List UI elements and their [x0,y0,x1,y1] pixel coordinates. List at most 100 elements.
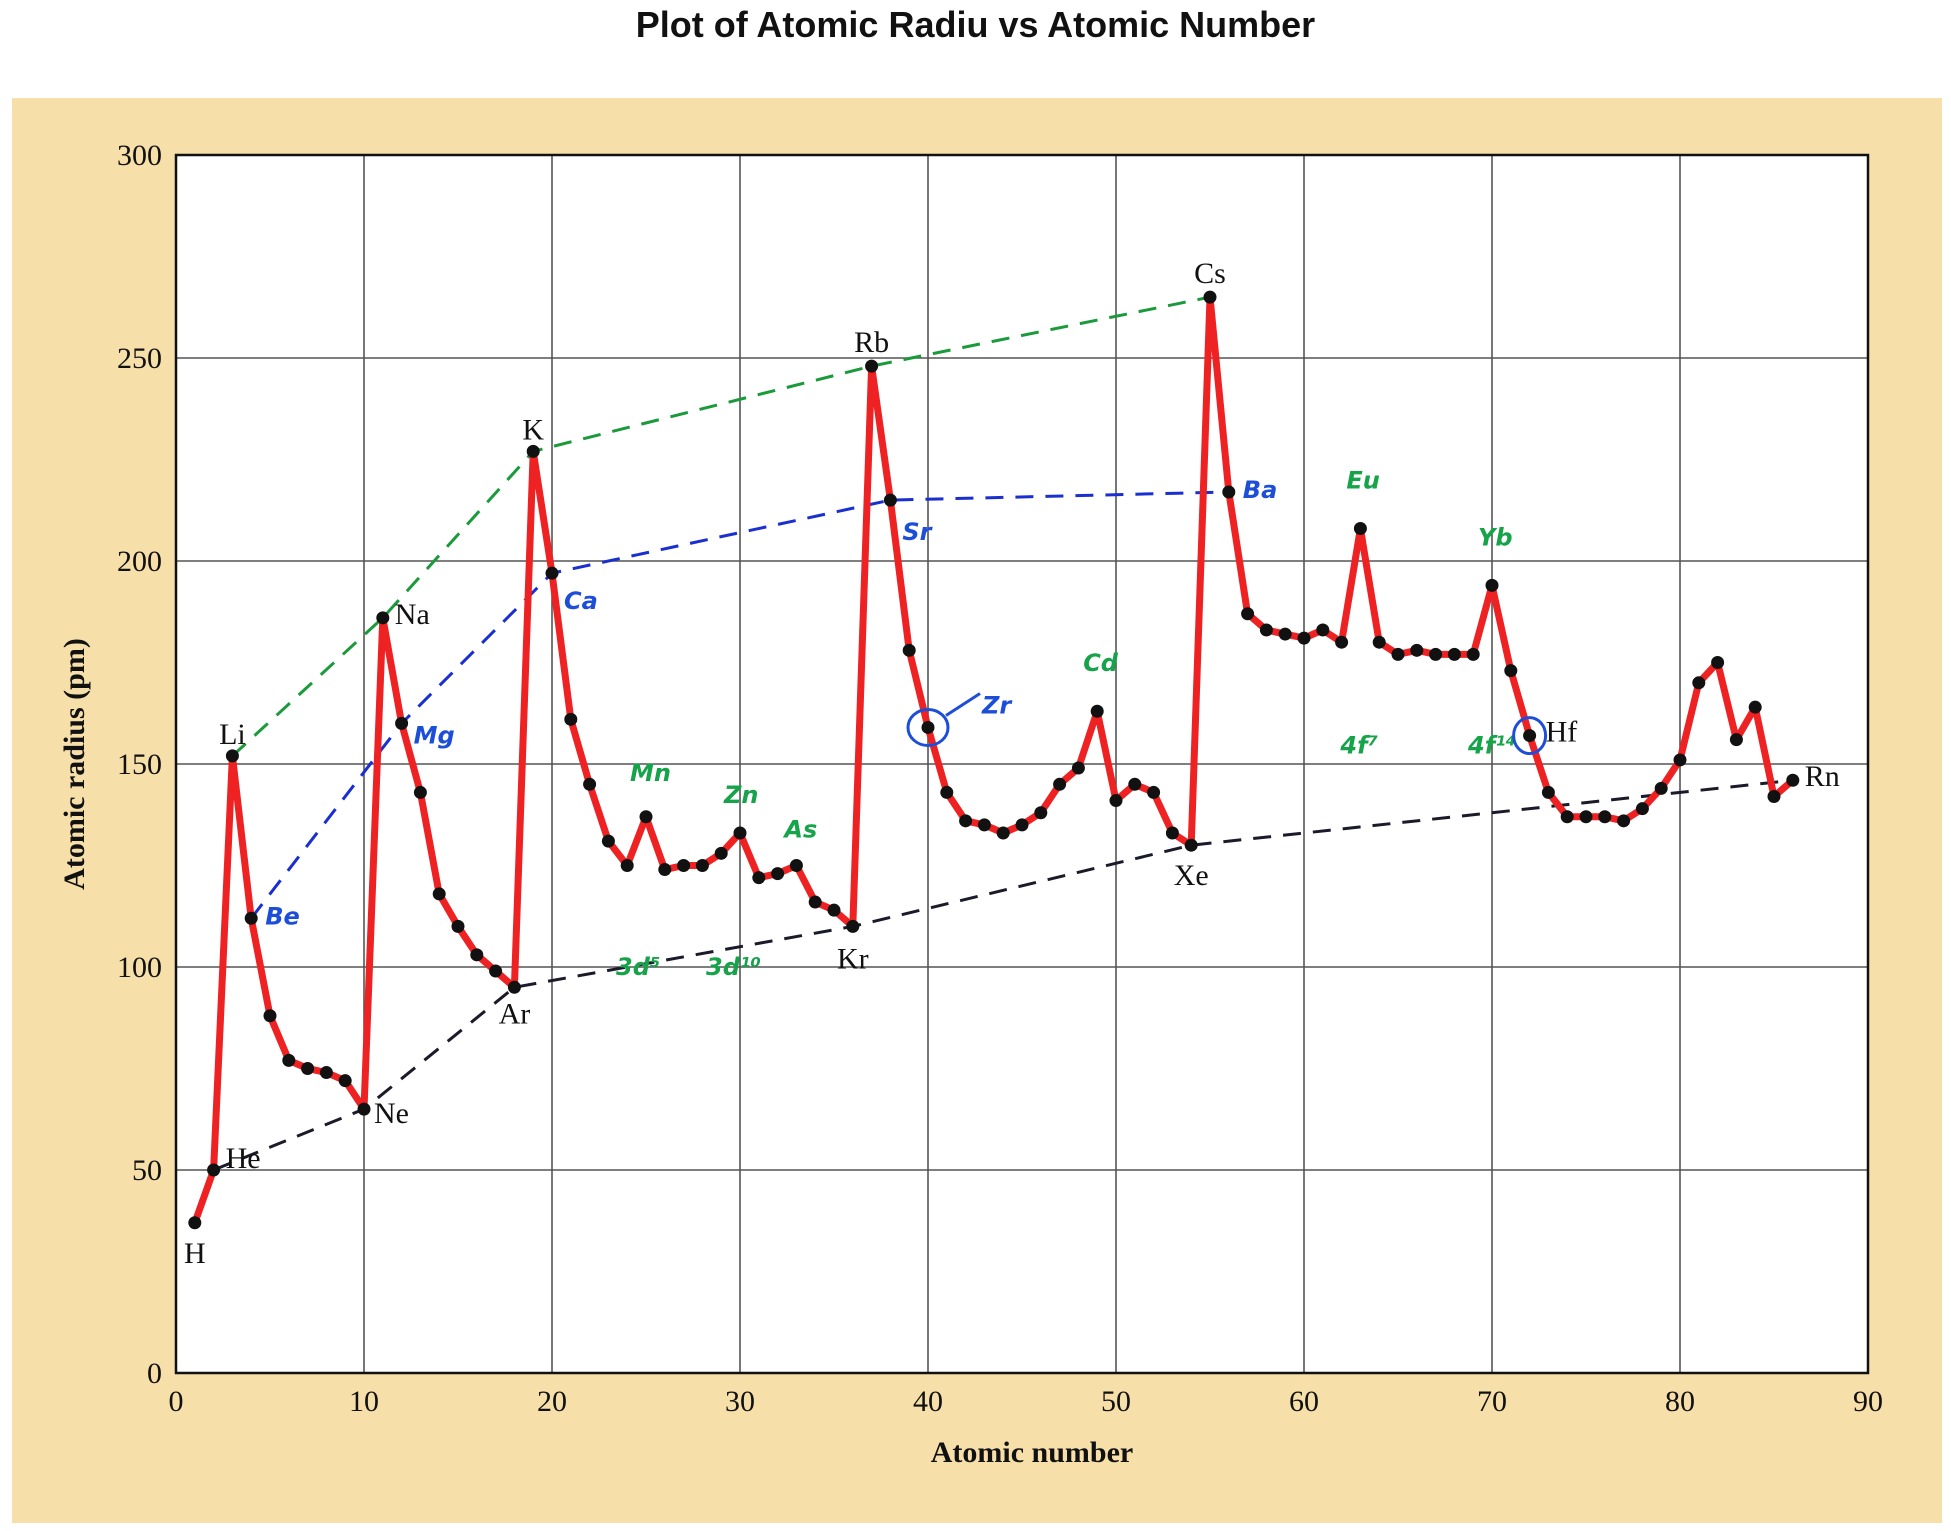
data-point-80 [1673,753,1687,767]
data-point-3 [225,749,239,763]
element-label-rb: Rb [854,326,889,359]
element-label-ar: Ar [499,997,531,1030]
data-point-9 [338,1074,352,1088]
data-point-12 [395,716,409,730]
zr-highlight-circle [906,707,950,747]
data-point-57 [1241,607,1255,621]
element-label-ne: Ne [374,1097,409,1130]
data-point-15 [451,919,465,933]
data-point-35 [827,903,841,917]
data-point-53 [1165,826,1179,840]
data-point-22 [583,777,597,791]
data-point-13 [413,785,427,799]
data-point-48 [1071,761,1085,775]
data-point-73 [1541,785,1555,799]
x-tick-label-20: 20 [537,1385,567,1418]
data-point-62 [1335,635,1349,649]
data-point-21 [564,712,578,726]
annotation-3: Sr [902,518,933,546]
data-point-20 [545,566,559,580]
data-point-30 [733,826,747,840]
data-point-8 [319,1066,333,1080]
element-label-h: H [184,1237,206,1270]
data-point-33 [789,859,803,872]
data-point-77 [1617,814,1631,828]
x-tick-label-0: 0 [169,1385,184,1418]
x-tick-label-10: 10 [349,1385,379,1418]
data-point-4 [244,911,258,925]
zr-pointer-line [945,692,981,717]
annotation-12: Eu [1346,467,1379,495]
data-point-51 [1128,777,1142,791]
annotation-10: 3d¹⁰ [706,953,761,981]
element-label-k: K [522,413,544,446]
annotation-1: Mg [414,721,455,749]
annotation-0: Be [265,902,300,930]
data-point-2 [207,1163,221,1177]
annotation-7: Zn [723,781,759,809]
chart-title: Plot of Atomic Radiu vs Atomic Number [635,4,1316,45]
y-axis-title: Atomic radius (pm) [58,638,91,890]
annotation-11: Cd [1083,649,1119,677]
data-point-59 [1278,627,1292,641]
x-tick-label-40: 40 [913,1385,943,1418]
data-point-66 [1410,643,1424,657]
annotation-5: Zr [981,691,1013,719]
data-point-17 [489,964,503,978]
element-label-li: Li [219,718,246,751]
annotation-4: Ba [1243,476,1278,504]
data-point-24 [620,859,634,872]
data-point-60 [1297,631,1311,645]
trend-line-black [213,778,1793,1172]
data-point-18 [507,980,521,994]
x-axis-title: Atomic number [931,1436,1133,1469]
data-point-64 [1372,635,1386,649]
data-point-39 [902,643,916,657]
data-point-86 [1786,773,1800,787]
data-point-85 [1767,789,1781,803]
y-tick-label-300: 300 [117,139,162,172]
y-tick-label-50: 50 [132,1154,162,1187]
plot-frame [174,153,1870,1375]
data-point-31 [752,871,766,885]
data-point-42 [959,814,973,828]
data-point-76 [1598,810,1612,824]
data-point-67 [1429,647,1443,661]
x-tick-label-60: 60 [1289,1385,1319,1418]
data-point-55 [1203,290,1217,304]
data-point-34 [808,895,822,909]
data-point-58 [1259,623,1273,637]
data-point-49 [1090,704,1104,718]
data-point-61 [1316,623,1330,637]
data-point-23 [601,834,615,848]
y-tick-label-0: 0 [147,1357,162,1390]
element-label-na: Na [395,598,430,631]
data-point-63 [1353,522,1367,536]
data-point-45 [1015,818,1029,832]
data-point-44 [996,826,1010,840]
x-tick-label-80: 80 [1665,1385,1695,1418]
data-point-54 [1184,838,1198,852]
data-point-68 [1447,647,1461,661]
data-point-56 [1222,485,1236,499]
data-point-25 [639,810,653,824]
data-point-82 [1711,656,1725,669]
data-point-83 [1729,733,1743,747]
element-label-he: He [226,1142,261,1175]
data-point-78 [1635,802,1649,816]
data-point-71 [1504,664,1518,678]
annotation-2: Ca [564,587,598,615]
data-point-72 [1523,729,1537,743]
data-point-46 [1034,806,1048,820]
data-point-52 [1147,785,1161,799]
y-tick-label-100: 100 [117,951,162,984]
annotation-8: As [782,816,817,844]
annotation-14: 4f⁷ [1339,732,1378,760]
annotation-6: Mn [630,759,671,787]
element-label-xe: Xe [1174,859,1209,892]
data-point-28 [695,859,709,872]
data-point-10 [357,1102,371,1116]
data-point-65 [1391,647,1405,661]
